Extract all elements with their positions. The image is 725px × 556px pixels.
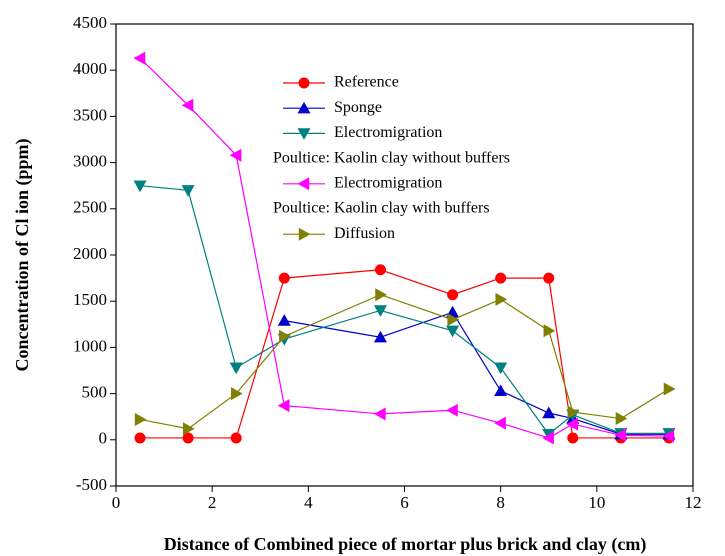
x-tick-label: 8 — [496, 493, 505, 512]
marker — [229, 362, 243, 375]
marker — [615, 412, 628, 426]
y-tick-label: 500 — [82, 383, 108, 402]
marker — [279, 329, 291, 343]
marker — [373, 330, 387, 343]
marker — [229, 148, 242, 162]
x-tick-label: 10 — [588, 493, 605, 512]
y-tick-label: 4000 — [73, 59, 107, 78]
marker — [446, 403, 458, 417]
marker — [543, 324, 556, 338]
x-tick-label: 4 — [304, 493, 313, 512]
marker — [373, 305, 387, 317]
marker — [614, 428, 627, 442]
legend-note: Poultice: Kaolin clay without buffers — [273, 149, 510, 166]
marker — [494, 384, 508, 397]
series-line — [284, 311, 669, 435]
marker — [297, 177, 310, 191]
x-axis-label: Distance of Combined piece of mortar plu… — [164, 534, 647, 555]
marker — [182, 422, 195, 436]
marker — [181, 98, 194, 112]
x-tick-label: 6 — [400, 493, 409, 512]
marker — [297, 128, 311, 140]
marker — [182, 432, 194, 444]
legend-text: Diffusion — [334, 225, 395, 242]
marker — [447, 289, 459, 301]
y-tick-label: 1500 — [73, 290, 107, 309]
marker — [567, 432, 579, 444]
marker — [542, 406, 556, 419]
y-tick-label: 3000 — [73, 152, 107, 171]
marker — [543, 272, 555, 284]
x-tick-label: 0 — [112, 493, 121, 512]
marker — [231, 387, 243, 401]
marker — [494, 362, 508, 375]
marker — [277, 314, 291, 326]
y-axis-label: Concentration of Cl ion (ppm) — [12, 138, 33, 371]
marker — [133, 180, 147, 193]
marker — [297, 101, 311, 114]
marker — [447, 313, 460, 327]
marker — [278, 272, 290, 284]
marker — [495, 272, 507, 284]
marker — [446, 325, 460, 338]
series-line — [139, 57, 669, 439]
x-tick-label: 12 — [685, 493, 702, 512]
marker — [542, 431, 554, 445]
marker — [495, 292, 508, 306]
marker — [298, 227, 311, 241]
marker — [134, 412, 147, 426]
legend-text: Electromigration — [334, 124, 442, 141]
y-tick-label: 3500 — [73, 105, 107, 124]
y-tick-label: 2500 — [73, 198, 107, 217]
marker — [133, 51, 146, 65]
legend-text: Electromigration — [334, 174, 442, 191]
legend-note: Poultice: Kaolin clay with buffers — [273, 200, 490, 217]
marker — [567, 405, 580, 419]
x-tick-label: 2 — [208, 493, 217, 512]
marker — [298, 77, 310, 89]
legend-text: Reference — [334, 74, 399, 91]
marker — [663, 382, 676, 396]
legend-text: Sponge — [334, 99, 382, 116]
marker — [373, 407, 386, 421]
marker — [181, 185, 195, 197]
series-line — [139, 185, 669, 436]
marker — [494, 416, 506, 430]
marker — [277, 399, 290, 413]
marker — [134, 432, 146, 444]
y-tick-label: 0 — [99, 429, 108, 448]
marker — [662, 429, 675, 443]
series-line — [139, 294, 670, 430]
y-tick-label: 1000 — [73, 336, 107, 355]
marker — [374, 264, 386, 276]
marker — [375, 288, 387, 302]
y-tick-label: 4500 — [73, 13, 107, 32]
y-tick-label: 2000 — [73, 244, 107, 263]
marker — [230, 432, 242, 444]
y-tick-label: -500 — [76, 475, 107, 494]
marker — [566, 417, 578, 431]
